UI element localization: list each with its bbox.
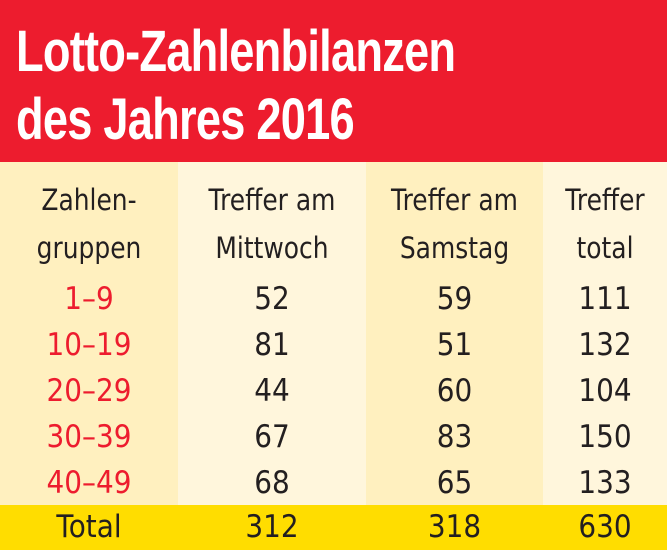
total-mittwoch: 312: [245, 509, 299, 545]
title-line-1: Lotto-Zahlenbilanzen: [16, 19, 456, 84]
value-cell: 44: [254, 373, 290, 409]
column-samstag: Treffer am Samstag 59 51 60 83 65: [366, 162, 543, 505]
group-label: 1–9: [64, 281, 114, 317]
title-line-2: des Jahres 2016: [16, 87, 355, 152]
value-cell: 60: [436, 373, 473, 409]
value-cell: 133: [578, 465, 632, 501]
value-cell: 59: [436, 281, 473, 317]
value-cell: 65: [436, 465, 473, 501]
total-samstag: 318: [427, 509, 482, 545]
value-cell: 51: [436, 327, 473, 363]
title-banner: Lotto-Zahlenbilanzen des Jahres 2016: [0, 0, 667, 162]
value-cell: 150: [578, 419, 632, 455]
total-label: Total: [56, 509, 122, 545]
column-total: Treffer total 111 132 104 150 133: [543, 162, 667, 505]
value-cell: 132: [578, 327, 632, 363]
total-total: 630: [578, 509, 632, 545]
value-cell: 83: [436, 419, 473, 455]
value-cell: 111: [578, 281, 632, 317]
column-header-samstag: Treffer am Samstag: [391, 183, 518, 265]
value-cell: 67: [254, 419, 290, 455]
total-row: Total 312 318 630: [0, 505, 667, 550]
chart-title: Lotto-Zahlenbilanzen des Jahres 2016: [16, 18, 456, 154]
group-label: 40–49: [46, 465, 132, 501]
group-label: 20–29: [46, 373, 132, 409]
value-cell: 81: [254, 327, 290, 363]
column-mittwoch: Treffer am Mittwoch 52 81 44 67 68: [178, 162, 366, 505]
group-label: 30–39: [46, 419, 132, 455]
value-cell: 68: [254, 465, 290, 501]
column-header-mittwoch: Treffer am Mittwoch: [208, 183, 336, 265]
results-table: Zahlen- gruppen 1–9 10–19 20–29 30–39 40…: [0, 162, 667, 550]
column-header-total: Treffer total: [565, 183, 645, 265]
value-cell: 52: [254, 281, 290, 317]
column-zahlengruppen: Zahlen- gruppen 1–9 10–19 20–29 30–39 40…: [0, 162, 178, 505]
column-header-zahlengruppen: Zahlen- gruppen: [36, 183, 142, 265]
value-cell: 104: [578, 373, 632, 409]
group-label: 10–19: [46, 327, 132, 363]
